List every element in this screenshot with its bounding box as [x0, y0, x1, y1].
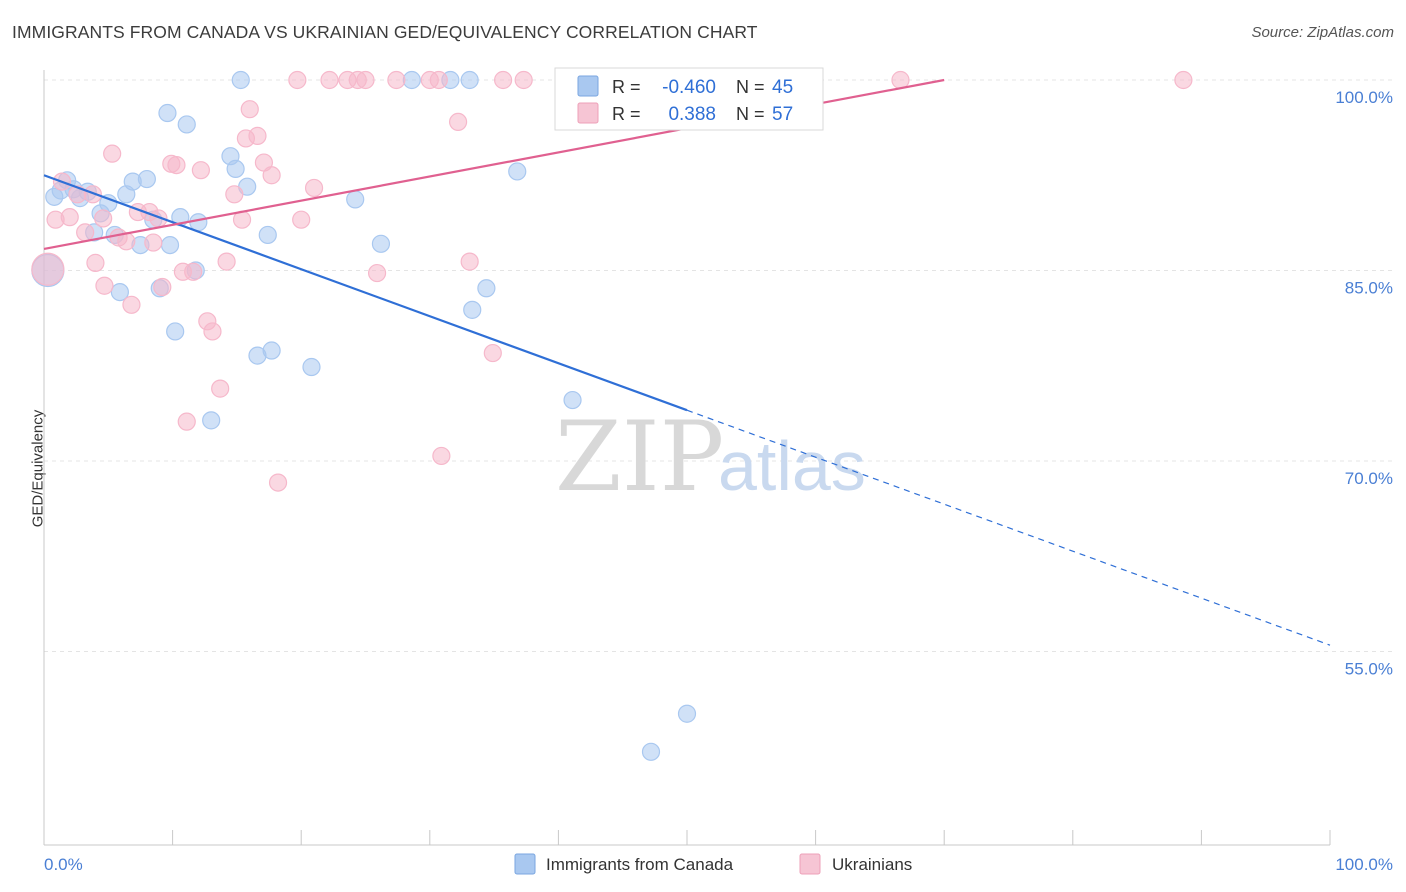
source-credit: Source: ZipAtlas.com: [1251, 24, 1394, 41]
ukrainians-point: [483, 343, 502, 363]
ukrainians-point: [103, 144, 122, 163]
canada-point: [166, 322, 185, 341]
stats-n-label-canada: N =: [736, 77, 765, 97]
stats-n-value-canada: 45: [772, 77, 793, 98]
ukrainians-point: [167, 155, 186, 175]
ukrainians-point: [288, 70, 307, 90]
y-tick-label-100: 100.0%: [1335, 88, 1393, 107]
stats-r-value-canada: -0.460: [662, 77, 716, 98]
series-ukrainians-points: [31, 70, 1193, 492]
canada-point: [302, 357, 321, 377]
ukrainians-point: [76, 223, 95, 242]
canada-point: [226, 159, 245, 178]
ukrainians-point: [211, 379, 230, 398]
stats-swatch-ukrainians: [577, 102, 599, 124]
canada-point: [202, 411, 221, 430]
stats-swatch-canada: [577, 75, 599, 97]
trend-line-canada: [43, 174, 688, 412]
ukrainians-point: [60, 208, 79, 227]
canada-point: [508, 162, 527, 181]
gridlines: [44, 79, 1393, 652]
ukrainians-point: [94, 209, 113, 228]
ukrainians-point: [460, 252, 479, 271]
canada-point: [189, 213, 208, 232]
ukrainians-point: [122, 295, 141, 314]
ukrainians-point: [153, 277, 172, 297]
ukrainians-point: [356, 70, 375, 90]
stats-r-label-canada: R =: [612, 77, 641, 97]
legend-swatch-ukrainians: [799, 853, 821, 875]
legend-label-canada: Immigrants from Canada: [546, 855, 734, 874]
ukrainians-point: [95, 276, 114, 295]
canada-point: [258, 225, 277, 245]
ukrainians-point: [292, 210, 311, 229]
stats-r-value-ukrainians: 0.388: [668, 104, 716, 125]
ukrainians-point: [432, 446, 451, 466]
ukrainians-point: [83, 185, 102, 204]
watermark-atlas: atlas: [718, 427, 866, 505]
canada-point: [460, 70, 479, 90]
stats-n-value-ukrainians: 57: [772, 104, 793, 125]
stats-box: R = -0.460 N = 45 R = 0.388 N = 57: [554, 67, 824, 131]
y-tick-label-55: 55.0%: [1345, 660, 1393, 679]
ukrainians-point: [191, 161, 210, 180]
ukrainians-point: [184, 262, 203, 281]
watermark: ZIP atlas: [555, 401, 866, 513]
stats-n-label-ukrainians: N =: [736, 104, 765, 124]
canada-point: [262, 341, 281, 360]
ukrainians-point: [304, 178, 324, 198]
ukrainians-point: [86, 253, 105, 272]
canada-point: [641, 742, 661, 761]
ukrainians-point: [891, 70, 910, 90]
y-axis-tick-labels: 55.0% 70.0% 85.0% 100.0%: [1335, 88, 1393, 679]
ukrainians-point: [203, 322, 222, 341]
x-tick-label-min: 0.0%: [44, 855, 83, 874]
ukrainians-point: [320, 70, 339, 90]
y-tick-label-85: 85.0%: [1345, 279, 1393, 298]
canada-point: [137, 169, 156, 189]
y-tick-label-70: 70.0%: [1345, 469, 1393, 488]
canada-point: [402, 70, 421, 90]
canada-point: [177, 115, 196, 134]
ukrainians-point: [429, 70, 448, 90]
ukrainians-point: [31, 252, 65, 286]
canada-point: [110, 282, 129, 302]
canada-point: [463, 300, 482, 319]
ukrainians-point: [514, 70, 533, 90]
ukrainians-point: [448, 112, 468, 132]
legend-swatch-canada: [514, 853, 536, 875]
canada-point: [371, 234, 391, 253]
ukrainians-point: [177, 412, 196, 431]
ukrainians-point: [240, 100, 259, 119]
ukrainians-point: [225, 185, 244, 204]
series-immigrants-from-canada-points: [31, 70, 697, 761]
canada-point: [231, 70, 250, 90]
stats-box-frame: [554, 67, 824, 131]
ukrainians-point: [248, 126, 267, 145]
ukrainians-point: [494, 70, 513, 90]
x-tick-label-max: 100.0%: [1335, 855, 1393, 874]
legend-label-ukrainians: Ukrainians: [832, 855, 912, 874]
x-axis-ticks: [43, 830, 1331, 845]
ukrainians-point: [387, 70, 406, 90]
canada-point: [563, 390, 582, 410]
canada-point: [158, 103, 177, 123]
ukrainians-point: [144, 233, 163, 252]
canada-point: [677, 704, 697, 723]
ukrainians-point: [268, 473, 288, 492]
ukrainians-point: [262, 166, 281, 185]
stats-r-label-ukrainians: R =: [612, 104, 641, 124]
chart-title: IMMIGRANTS FROM CANADA VS UKRAINIAN GED/…: [12, 22, 758, 42]
ukrainians-point: [1174, 70, 1193, 90]
canada-point: [160, 236, 180, 255]
ukrainians-point: [217, 252, 236, 271]
ukrainians-point: [367, 263, 387, 283]
canada-point: [477, 279, 496, 298]
legend: Immigrants from Canada Ukrainians: [514, 853, 912, 875]
trend-line-canada-extrapolated: [686, 409, 1331, 646]
watermark-zip: ZIP: [555, 401, 724, 513]
canada-point: [346, 190, 365, 209]
